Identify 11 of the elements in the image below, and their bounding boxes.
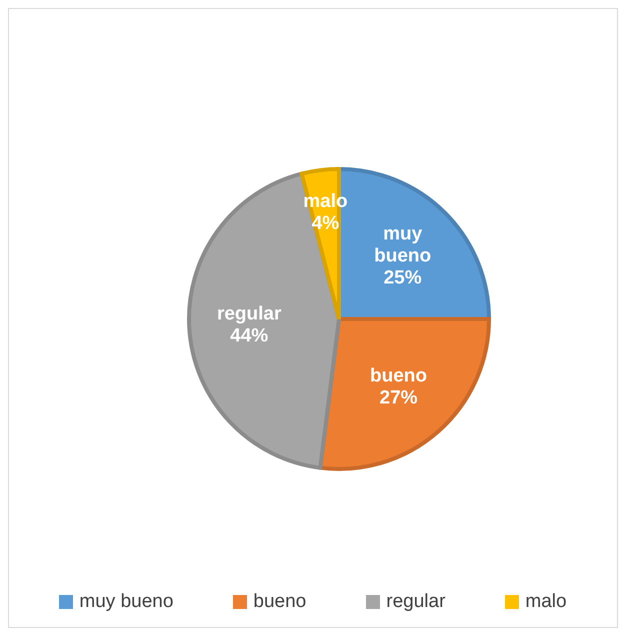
data-label: 4% <box>312 212 340 234</box>
legend-label: regular <box>385 591 446 613</box>
slice-label: muy bueno <box>374 222 432 266</box>
data-label: 27% <box>380 387 418 408</box>
legend-label: muy bueno <box>78 591 174 613</box>
legend-label: malo <box>524 591 567 613</box>
slice-label: bueno <box>370 365 428 386</box>
data-label: 25% <box>384 266 422 288</box>
data-label: 44% <box>230 325 268 346</box>
legend-label: bueno <box>252 591 306 613</box>
slice-label: regular <box>216 303 282 324</box>
